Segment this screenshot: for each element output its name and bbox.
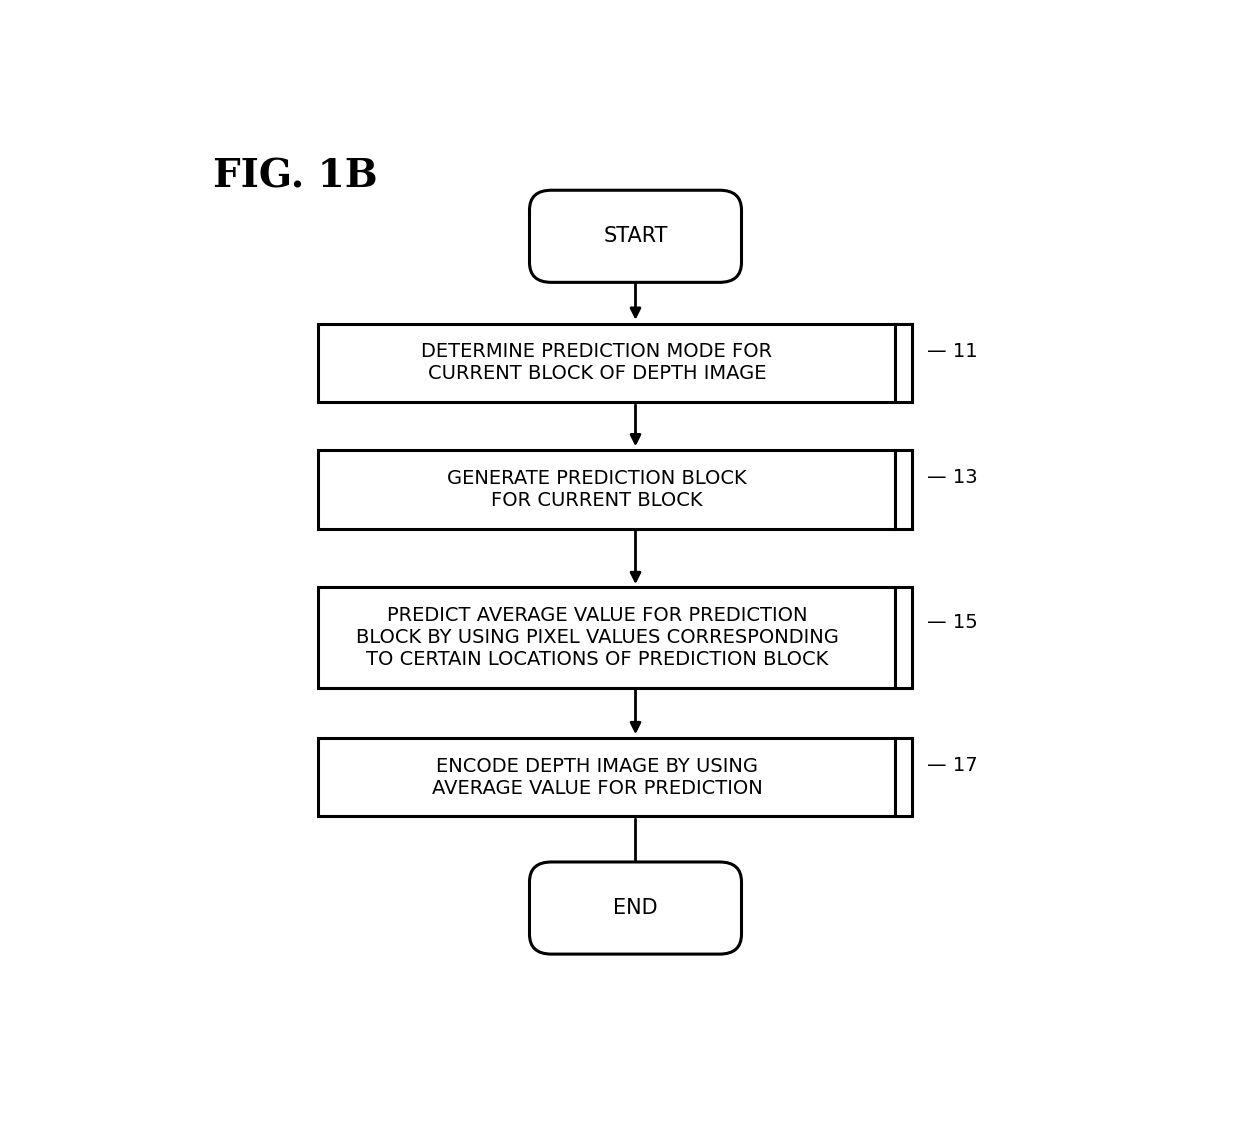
FancyBboxPatch shape (319, 450, 895, 528)
Text: — 15: — 15 (926, 613, 977, 632)
Text: PREDICT AVERAGE VALUE FOR PREDICTION
BLOCK BY USING PIXEL VALUES CORRESPONDING
T: PREDICT AVERAGE VALUE FOR PREDICTION BLO… (356, 606, 838, 670)
Text: FIG. 1B: FIG. 1B (213, 157, 377, 196)
Text: GENERATE PREDICTION BLOCK
FOR CURRENT BLOCK: GENERATE PREDICTION BLOCK FOR CURRENT BL… (448, 469, 746, 510)
Text: — 13: — 13 (926, 468, 977, 487)
FancyBboxPatch shape (319, 738, 895, 817)
Text: — 11: — 11 (926, 341, 977, 360)
FancyBboxPatch shape (529, 190, 742, 282)
Text: ENCODE DEPTH IMAGE BY USING
AVERAGE VALUE FOR PREDICTION: ENCODE DEPTH IMAGE BY USING AVERAGE VALU… (432, 757, 763, 798)
Text: DETERMINE PREDICTION MODE FOR
CURRENT BLOCK OF DEPTH IMAGE: DETERMINE PREDICTION MODE FOR CURRENT BL… (422, 342, 773, 383)
FancyBboxPatch shape (529, 862, 742, 954)
Text: START: START (603, 227, 668, 246)
Text: — 17: — 17 (926, 756, 977, 775)
FancyBboxPatch shape (319, 587, 895, 688)
Text: END: END (614, 898, 657, 918)
FancyBboxPatch shape (319, 324, 895, 402)
